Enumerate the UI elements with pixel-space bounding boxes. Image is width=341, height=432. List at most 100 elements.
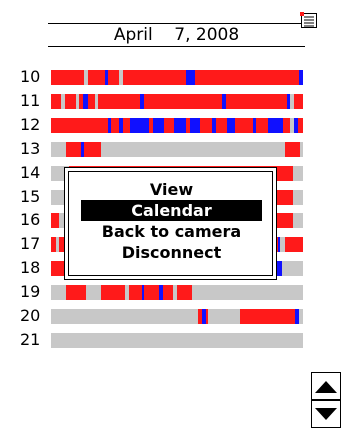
hour-track[interactable] [51,94,303,109]
event-segment [221,94,226,109]
recording-segment [240,309,296,324]
recording-segment [149,118,154,133]
triangle-up-icon [315,381,337,393]
recording-segment [143,94,222,109]
hour-label: 18 [20,258,41,277]
scroll-up-button[interactable] [312,375,340,399]
recording-segment [199,118,213,133]
hour-label: 10 [20,67,41,86]
recording-segment [234,118,253,133]
context-menu-frame: View Calendar Back to camera Disconnect [68,171,273,276]
event-segment [141,285,145,300]
event-segment [189,118,200,133]
recording-segment [88,94,96,109]
event-segment [227,118,235,133]
header-divider-top [48,23,305,24]
event-segment [159,285,164,300]
hour-track[interactable] [51,285,303,300]
recording-segment [83,142,102,157]
recording-segment [282,118,291,133]
recording-segment [256,118,268,133]
recording-segment [177,285,193,300]
menu-item-disconnect[interactable]: Disconnect [121,243,222,262]
recording-segment [101,285,126,300]
recording-segment [194,70,300,85]
event-segment [186,70,195,85]
event-segment [83,94,89,109]
hour-track[interactable] [51,70,303,85]
recording-segment [97,94,140,109]
event-segment [130,118,150,133]
event-segment [202,309,206,324]
recording-segment [51,213,59,228]
event-segment [276,261,282,276]
event-segment [286,94,291,109]
event-segment [153,118,165,133]
recording-segment [66,285,87,300]
recording-segment [107,70,120,85]
recording-segment [64,94,77,109]
hour-label: 15 [20,187,41,206]
hour-label: 16 [20,210,41,229]
event-segment [212,118,217,133]
recording-segment [122,70,187,85]
recording-segment [51,70,85,85]
scroll-divider [312,399,340,401]
menu-item-back-to-camera[interactable]: Back to camera [101,222,242,241]
recording-segment [164,118,175,133]
hour-label: 14 [20,163,41,182]
recording-segment [79,94,83,109]
hour-label: 12 [20,115,41,134]
recording-segment [144,285,160,300]
recording-segment [285,237,303,252]
header-divider-bottom [48,46,305,47]
triangle-down-icon [315,408,337,420]
event-segment [294,118,298,133]
hour-label: 11 [20,91,41,110]
event-segment [174,118,186,133]
hour-label: 20 [20,306,41,325]
menu-item-calendar[interactable]: Calendar [81,200,262,221]
menu-item-view[interactable]: View [149,180,194,199]
recording-segment [111,118,120,133]
hour-track[interactable] [51,142,303,157]
date-title: April 7, 2008 [113,25,240,45]
event-segment [107,118,112,133]
recording-segment [51,118,108,133]
recording-segment [128,285,142,300]
hour-label: 13 [20,139,41,158]
scroll-down-button[interactable] [312,402,340,426]
event-segment [81,142,84,157]
recording-segment [88,70,105,85]
event-segment [299,70,303,85]
recording-segment [123,118,131,133]
recording-segment [205,309,209,324]
event-segment [295,309,300,324]
event-segment [104,70,108,85]
recording-segment [51,94,62,109]
recording-segment [51,237,56,252]
recording-segment [216,118,228,133]
event-segment [252,118,257,133]
recording-segment [293,94,303,109]
recording-segment [225,94,287,109]
hour-label: 17 [20,234,41,253]
recording-segment [66,142,82,157]
recording-segment [163,285,174,300]
recording-segment [185,118,190,133]
event-segment [119,118,124,133]
context-menu: View Calendar Back to camera Disconnect [64,167,277,280]
list-menu-icon[interactable] [300,12,318,29]
event-segment [139,94,144,109]
hour-label: 21 [20,330,41,349]
recording-segment [58,237,67,252]
recording-segment [285,142,301,157]
hour-track[interactable] [51,309,303,324]
hour-track[interactable] [51,118,303,133]
event-segment [267,118,283,133]
hour-track[interactable] [51,333,303,348]
recording-segment [198,309,203,324]
recording-segment [297,118,303,133]
hour-label: 19 [20,282,41,301]
event-segment [277,237,281,252]
